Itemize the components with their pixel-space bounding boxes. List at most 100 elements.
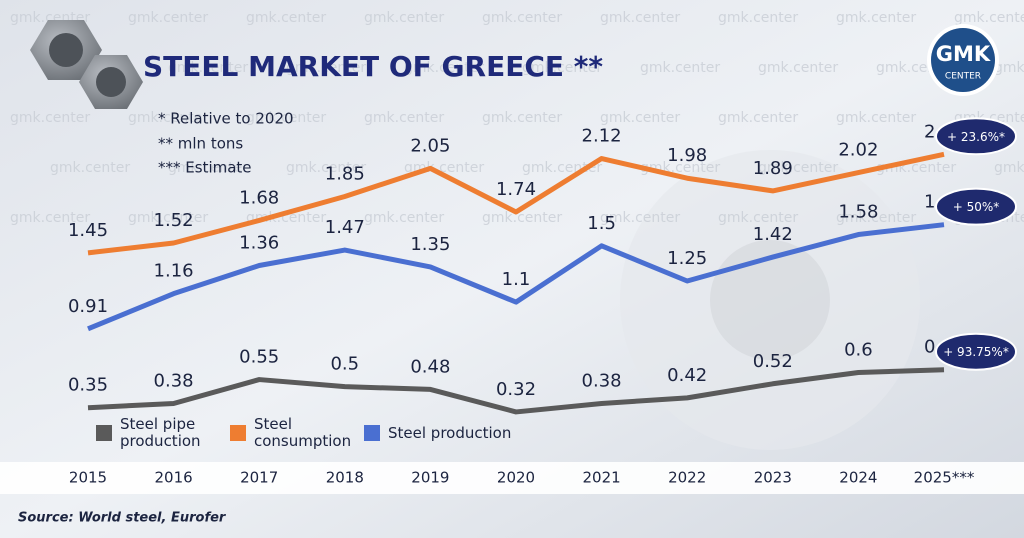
watermark: gmk.center <box>994 160 1024 176</box>
watermark: gmk.center <box>482 110 562 126</box>
legend-item: Steel production <box>364 423 538 442</box>
legend-label: Steel consumption <box>254 415 352 450</box>
nut-icon <box>49 33 83 67</box>
watermark: gmk.center <box>286 160 366 176</box>
note: *** Estimate <box>158 159 252 177</box>
watermark: gmk.center <box>10 210 90 226</box>
watermark: gmk.center <box>718 110 798 126</box>
watermark: gmk.center <box>994 60 1024 76</box>
note: ** mln tons <box>158 135 243 153</box>
annotation-badge <box>935 117 1017 156</box>
legend-label: Steel production <box>388 423 512 442</box>
logo-subtext: CENTER <box>945 72 981 82</box>
logo-text: GMK <box>936 42 991 66</box>
legend-swatch <box>364 425 380 441</box>
series-line <box>87 222 945 332</box>
data-label: 0.5 <box>330 354 359 375</box>
watermark: gmk.center <box>758 160 838 176</box>
coil-decoration <box>710 240 830 360</box>
data-label: 0.55 <box>239 347 279 368</box>
watermark: gmk.center <box>758 60 838 76</box>
watermark: gmk.center <box>128 10 208 26</box>
watermark: gmk.center <box>364 10 444 26</box>
note: * Relative to 2020 <box>158 110 294 128</box>
watermark: gmk.center <box>286 60 366 76</box>
data-label: 0.48 <box>410 356 450 377</box>
watermark: gmk.center <box>482 10 562 26</box>
series-line <box>87 367 945 415</box>
data-label: 1.98 <box>667 145 707 166</box>
watermark: gmk.center <box>246 10 326 26</box>
watermark: gmk.center <box>404 60 484 76</box>
watermark: gmk.center <box>836 110 916 126</box>
watermark: gmk.center <box>522 60 602 76</box>
watermark: gmk.center <box>836 10 916 26</box>
data-label: 0.38 <box>154 370 194 391</box>
x-tick-label: 2020 <box>497 469 535 487</box>
annotation-badge <box>935 187 1017 226</box>
watermark: gmk.center <box>10 110 90 126</box>
source: Source: World steel, Eurofer <box>18 511 227 526</box>
x-tick-label: 2023 <box>754 469 792 487</box>
data-label: 1.42 <box>753 224 793 245</box>
nut-icon <box>96 67 126 97</box>
annotation-badge <box>935 332 1017 371</box>
watermark: gmk.center <box>168 60 248 76</box>
data-label: 2.05 <box>410 135 450 156</box>
watermark: gmk.center <box>482 210 562 226</box>
x-tick-label: 2017 <box>240 469 278 487</box>
legend-swatch <box>230 425 246 441</box>
data-label: 1.47 <box>325 217 365 238</box>
data-label: 1.85 <box>325 164 365 185</box>
x-tick-label: 2024 <box>839 469 877 487</box>
legend-swatch <box>96 425 112 441</box>
data-label: 1.25 <box>667 248 707 269</box>
legend-item: Steel consumption <box>230 415 352 450</box>
watermark: gmk.center <box>50 160 130 176</box>
x-tick-label: 2018 <box>326 469 364 487</box>
data-label: 2.02 <box>838 140 878 161</box>
watermark: gmk.center <box>246 210 326 226</box>
x-tick-label: 2015 <box>69 469 107 487</box>
data-label: 1.16 <box>154 261 194 282</box>
x-tick-label: 2021 <box>583 469 621 487</box>
watermark: gmk.center <box>246 110 326 126</box>
data-label: 0.32 <box>496 379 536 400</box>
watermark: gmk.center <box>954 10 1024 26</box>
watermark: gmk.center <box>128 210 208 226</box>
data-label: 1.52 <box>154 210 194 231</box>
watermark: gmk.center <box>128 110 208 126</box>
data-label: 1.1 <box>502 269 531 290</box>
watermark: gmk.center <box>640 60 720 76</box>
watermark: gmk.center <box>364 110 444 126</box>
data-label: 1.74 <box>496 179 536 200</box>
legend-item: Steel pipe production <box>96 416 216 450</box>
chart-title: STEEL MARKET OF GREECE ** <box>143 50 603 83</box>
data-label: 0.35 <box>68 375 108 396</box>
logo <box>931 28 995 92</box>
data-label: 0.6 <box>844 340 873 361</box>
axis-band <box>0 462 1024 494</box>
annotation: + 93.75%* <box>943 345 1009 359</box>
annotation: + 23.6%* <box>947 130 1005 144</box>
data-label: 1.36 <box>239 233 279 254</box>
annotation: + 50%* <box>953 200 1000 214</box>
series-line <box>87 151 945 256</box>
data-label: 1.58 <box>838 202 878 223</box>
data-label: 2.12 <box>582 126 622 147</box>
x-tick-label: 2025*** <box>914 469 975 487</box>
watermark: gmk.center <box>600 10 680 26</box>
x-tick-label: 2022 <box>668 469 706 487</box>
data-label: 0.91 <box>68 296 108 317</box>
data-label: 0.38 <box>582 370 622 391</box>
watermark: gmk.center <box>600 210 680 226</box>
watermark: gmk.center <box>718 210 798 226</box>
watermark: gmk.center <box>168 160 248 176</box>
watermark: gmk.center <box>364 210 444 226</box>
watermark: gmk.center <box>718 10 798 26</box>
data-label: 1.35 <box>410 234 450 255</box>
data-label: 0.42 <box>667 365 707 386</box>
data-label: 1.89 <box>753 158 793 179</box>
